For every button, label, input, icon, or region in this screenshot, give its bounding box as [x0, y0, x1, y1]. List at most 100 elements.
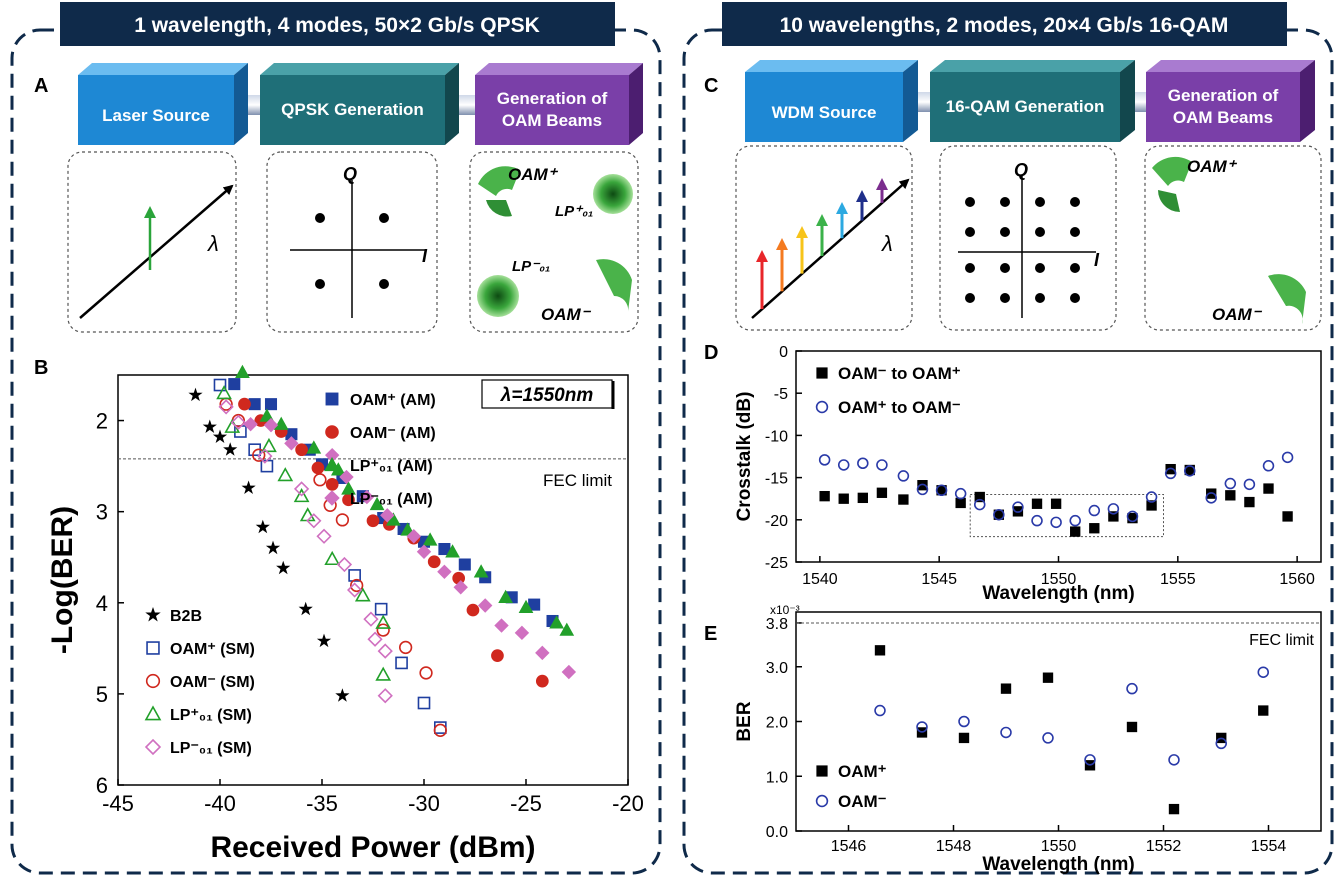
chart-e-legend-label: OAM⁻	[838, 792, 887, 811]
chart-b-point	[535, 645, 550, 661]
lp-minus-beam	[477, 275, 519, 317]
chart-d-point	[974, 491, 985, 503]
chart-d-point	[837, 459, 850, 471]
chart-b-point	[395, 656, 408, 670]
chart-d-point	[1108, 511, 1119, 522]
chart-e-y-tick-label: 3.8	[766, 616, 788, 633]
left-title-bar	[60, 2, 615, 46]
wdm-arrow-head	[876, 178, 888, 190]
chart-d-y-tick-label: -25	[765, 555, 788, 572]
wdm-arrow-head	[776, 238, 788, 250]
chart-b-legend-marker	[325, 392, 339, 406]
chart-e-point	[1000, 726, 1012, 739]
chart-e-x-tick-label: 1546	[831, 838, 867, 855]
qam-constellation	[965, 197, 1080, 303]
qam-point	[965, 263, 975, 273]
chart-b-legend-marker	[324, 490, 340, 506]
chart-d-legend-marker	[815, 400, 829, 414]
wavelength-axis-arrow-right	[751, 178, 910, 319]
chart-d-point	[857, 457, 869, 470]
chart-e-point	[874, 704, 886, 717]
right-title-bar	[722, 2, 1287, 46]
chart-b-legend-label: B2B	[170, 608, 202, 625]
qam-point	[1070, 227, 1080, 237]
chart-d-x-tick-label: 1550	[1041, 571, 1077, 588]
chart-d: 1540 1545 1550 1555 1560 -25 -20 -15 -10 -5 0 Wavel…	[734, 344, 1322, 604]
wdm-arrow-head	[836, 202, 848, 214]
wdm-arrow-head	[816, 214, 828, 226]
chart-b-point	[416, 544, 432, 559]
chart-b-point	[453, 580, 468, 595]
chart-e-y-tick-label: 0.0	[766, 824, 788, 841]
chart-d-y-tick-label: -20	[765, 513, 788, 530]
chart-d-x-axis-label: Wavelength (nm)	[982, 583, 1134, 604]
chart-d-x-tick-label: 1560	[1279, 571, 1315, 588]
chart-d-point	[898, 494, 909, 505]
chart-b-point	[260, 459, 274, 473]
chart-d-point	[876, 459, 888, 471]
chart-b-point	[255, 519, 270, 534]
oam-minus-label-left: OAM⁻	[541, 305, 592, 324]
laser-source-block	[78, 75, 234, 145]
chart-d-point	[954, 487, 967, 500]
chart-b-legend-marker	[145, 673, 161, 689]
chart-b-point	[427, 555, 441, 569]
chart-b-point	[293, 488, 310, 503]
chart-b-y-axis-label: -Log(BER)	[46, 506, 79, 654]
chart-b-point	[398, 640, 413, 655]
chart-b-point	[335, 513, 350, 527]
chart-e-x-tick-label: 1552	[1146, 838, 1182, 855]
chart-e-x-tick-label: 1548	[936, 838, 972, 855]
chart-b-annotation: λ=1550nm	[500, 385, 594, 406]
chart-d-point	[1282, 511, 1293, 522]
chart-b-point	[257, 448, 273, 464]
chart-d-point	[1089, 523, 1100, 534]
chart-b-point	[216, 385, 232, 400]
chart-b-x-tick-label: -25	[510, 791, 542, 816]
chart-d-point	[1126, 510, 1139, 523]
chart-e-y-tick-label: 2.0	[766, 715, 788, 732]
chart-b-fec-label: FEC limit	[543, 471, 612, 490]
chart-d-point	[1225, 490, 1236, 501]
chart-b-point	[212, 429, 228, 443]
chart-e-point	[958, 715, 970, 728]
chart-b-point	[559, 622, 575, 636]
chart-b-legend-label: OAM⁺ (AM)	[350, 392, 436, 409]
i-label-left: I	[422, 246, 428, 266]
chart-b-point	[491, 649, 504, 662]
chart-b-point	[417, 696, 431, 710]
chart-e-point	[1168, 803, 1180, 815]
chart-b-x-tick-label: -45	[102, 791, 134, 816]
chart-b-point	[376, 623, 390, 637]
chart-b-point	[336, 556, 353, 573]
lp-plus-beam	[593, 174, 633, 214]
chart-b-point	[325, 477, 339, 491]
chart-b-legend-label: LP⁻₀₁ (SM)	[170, 740, 252, 757]
qam-point	[1035, 197, 1045, 207]
qpsk-generation-block	[260, 75, 445, 145]
chart-b-legend-label: LP⁻₀₁ (AM)	[350, 491, 433, 508]
qam-point	[1035, 227, 1045, 237]
chart-b-point	[259, 408, 275, 422]
chart-e-point	[1084, 754, 1096, 766]
chart-b-point	[316, 528, 332, 544]
chart-d-point	[857, 492, 868, 504]
panel-letter-a: A	[34, 75, 48, 97]
chart-b-point	[406, 529, 422, 544]
chart-b-x-axis-label: Received Power (dBm)	[210, 831, 535, 864]
chart-b-point	[369, 496, 385, 511]
chart-b-point	[549, 615, 564, 629]
chart-d-point	[1244, 496, 1255, 508]
chart-d-point	[1263, 483, 1274, 494]
chart-b-point	[380, 508, 395, 523]
chart-b-point	[437, 564, 452, 580]
oam-plus-label-right: OAM⁺	[1187, 157, 1238, 176]
qam-point	[1035, 263, 1045, 273]
chart-d-point	[1107, 503, 1120, 515]
chart-e-point	[1257, 666, 1270, 678]
chart-d-point	[819, 490, 830, 502]
chart-e-point	[1168, 754, 1180, 766]
chart-e-point	[1258, 705, 1269, 716]
chart-d-point	[1069, 514, 1081, 527]
chart-d-point	[1031, 498, 1043, 509]
